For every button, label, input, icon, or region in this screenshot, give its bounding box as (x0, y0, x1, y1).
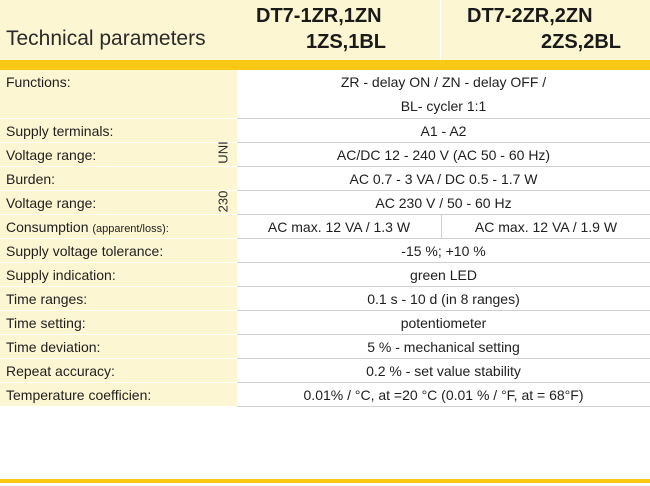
param-value: A1 - A2 (237, 119, 650, 143)
model-1-line-2: 1ZS,1BL (306, 31, 387, 53)
param-value: 0.1 s - 10 d (in 8 ranges) (237, 287, 650, 311)
model-1-value: AC max. 12 VA / 1.3 W (237, 215, 442, 238)
param-label: Supply indication: (0, 263, 237, 287)
param-label: Time setting: (0, 311, 237, 335)
value-line-1: ZR - delay ON / ZN - delay OFF / (340, 74, 547, 90)
table-row: Consumption (apparent/loss): AC max. 12 … (0, 215, 650, 239)
param-label: Voltage range: UNI (0, 141, 237, 167)
table-row: Time ranges: 0.1 s - 10 d (in 8 ranges) (0, 287, 650, 311)
param-label: Functions: (0, 70, 237, 119)
model-2-line-2: 2ZS,2BL (541, 31, 622, 53)
param-column-title: Technical parameters (6, 27, 206, 50)
param-label-text: Consumption (6, 219, 89, 235)
param-label: Burden: (0, 167, 237, 191)
model-1-header: DT7-1ZR,1ZN 1ZS,1BL (237, 0, 441, 60)
model-1-line-1: DT7-1ZR,1ZN (256, 5, 382, 27)
model-2-line-1: DT7-2ZR,2ZN (467, 5, 593, 27)
param-value: ZR - delay ON / ZN - delay OFF / BL- cyc… (237, 70, 650, 119)
footer-accent-bar (0, 479, 650, 483)
table-row: Supply terminals: A1 - A2 (0, 119, 650, 143)
table-row: Time setting: potentiometer (0, 311, 650, 335)
table-row: Repeat accuracy: 0.2 % - set value stabi… (0, 359, 650, 383)
param-value-split: AC max. 12 VA / 1.3 W AC max. 12 VA / 1.… (237, 215, 650, 239)
param-label: Supply voltage tolerance: (0, 239, 237, 263)
param-value: AC 230 V / 50 - 60 Hz (237, 191, 650, 215)
param-label: Time ranges: (0, 287, 237, 311)
table-row: Voltage range: UNI AC/DC 12 - 240 V (AC … (0, 141, 650, 167)
table-row: Voltage range: 230 AC 230 V / 50 - 60 Hz (0, 191, 650, 215)
model-2-header: DT7-2ZR,2ZN 2ZS,2BL (441, 0, 650, 60)
param-label: Voltage range: 230 (0, 191, 237, 215)
table-header: Technical parameters DT7-1ZR,1ZN 1ZS,1BL… (0, 0, 650, 60)
param-label: Repeat accuracy: (0, 359, 237, 383)
param-value: 5 % - mechanical setting (237, 335, 650, 359)
param-label: Temperature coefficien: (0, 383, 237, 407)
parameter-table: Functions: ZR - delay ON / ZN - delay OF… (0, 70, 650, 407)
table-row: Burden: AC 0.7 - 3 VA / DC 0.5 - 1.7 W (0, 167, 650, 191)
param-value: -15 %; +10 % (237, 239, 650, 263)
table-row: Temperature coefficien: 0.01% / °C, at =… (0, 383, 650, 407)
230-side-label: 230 (215, 190, 231, 213)
param-label-note: (apparent/loss): (92, 223, 169, 235)
param-label-text: Voltage range: (6, 147, 97, 163)
table-row: Time deviation: 5 % - mechanical setting (0, 335, 650, 359)
param-value: potentiometer (237, 311, 650, 335)
param-label: Supply terminals: (0, 119, 237, 143)
table-row: Supply voltage tolerance: -15 %; +10 % (0, 239, 650, 263)
model-2-value: AC max. 12 VA / 1.9 W (474, 218, 618, 235)
param-value: green LED (237, 263, 650, 287)
param-value: 0.2 % - set value stability (237, 359, 650, 383)
value-line-2: BL- cycler 1:1 (400, 98, 487, 114)
table-row: Supply indication: green LED (0, 263, 650, 287)
param-value: AC/DC 12 - 240 V (AC 50 - 60 Hz) (237, 143, 650, 167)
uni-side-label: UNI (215, 141, 231, 164)
header-accent-bar (0, 60, 650, 70)
param-value: 0.01% / °C, at =20 °C (0.01 % / °F, at =… (237, 383, 650, 407)
param-label-text: Voltage range: (6, 195, 97, 211)
table-row: Functions: ZR - delay ON / ZN - delay OF… (0, 70, 650, 119)
param-value: AC 0.7 - 3 VA / DC 0.5 - 1.7 W (237, 167, 650, 191)
param-label: Time deviation: (0, 335, 237, 359)
param-label: Consumption (apparent/loss): (0, 215, 237, 239)
